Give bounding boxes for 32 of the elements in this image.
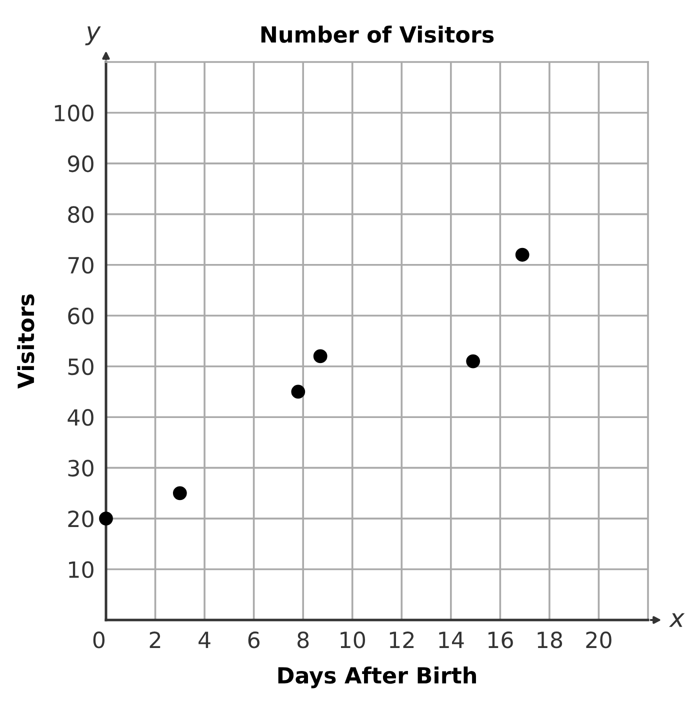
y-tick-label: 80 bbox=[68, 206, 94, 223]
point bbox=[466, 354, 480, 368]
y-tick-label: 40 bbox=[68, 409, 94, 426]
text: y bbox=[85, 26, 101, 46]
chart-title: Number of Visitors bbox=[261, 26, 494, 43]
x-axis-title: Days After Birth bbox=[278, 666, 476, 688]
x-tick-label: 6 bbox=[248, 632, 260, 648]
y-tick-label: 30 bbox=[68, 460, 94, 477]
y-tick-label: 90 bbox=[68, 155, 94, 172]
x-tick-label: 18 bbox=[538, 632, 562, 648]
y-tick-label: 10 bbox=[69, 561, 94, 578]
y-tick-label: 60 bbox=[68, 308, 94, 324]
y-tick-label: 70 bbox=[68, 256, 94, 274]
point bbox=[313, 349, 328, 364]
point bbox=[515, 248, 530, 262]
x-tick-label: 16 bbox=[488, 632, 513, 648]
x-tick-label: 20 bbox=[586, 632, 612, 648]
y-tick-label: 50 bbox=[68, 358, 94, 376]
x-tick-label: 8 bbox=[298, 632, 309, 648]
x-tick-label: 4 bbox=[198, 632, 210, 648]
x-tick-label: 10 bbox=[340, 632, 366, 648]
point bbox=[291, 384, 306, 399]
text: x bbox=[669, 613, 685, 627]
x-tick-label: 2 bbox=[150, 632, 160, 648]
y-tick-label: 100 bbox=[54, 104, 94, 122]
y-tick-label: 20 bbox=[68, 510, 94, 528]
x-tick-label: 0 bbox=[93, 632, 105, 648]
y-axis-title: Visitors bbox=[17, 294, 34, 389]
point bbox=[172, 486, 187, 500]
point bbox=[99, 512, 113, 526]
x-tick-label: 14 bbox=[439, 632, 464, 648]
x-tick-label: 12 bbox=[390, 632, 414, 648]
